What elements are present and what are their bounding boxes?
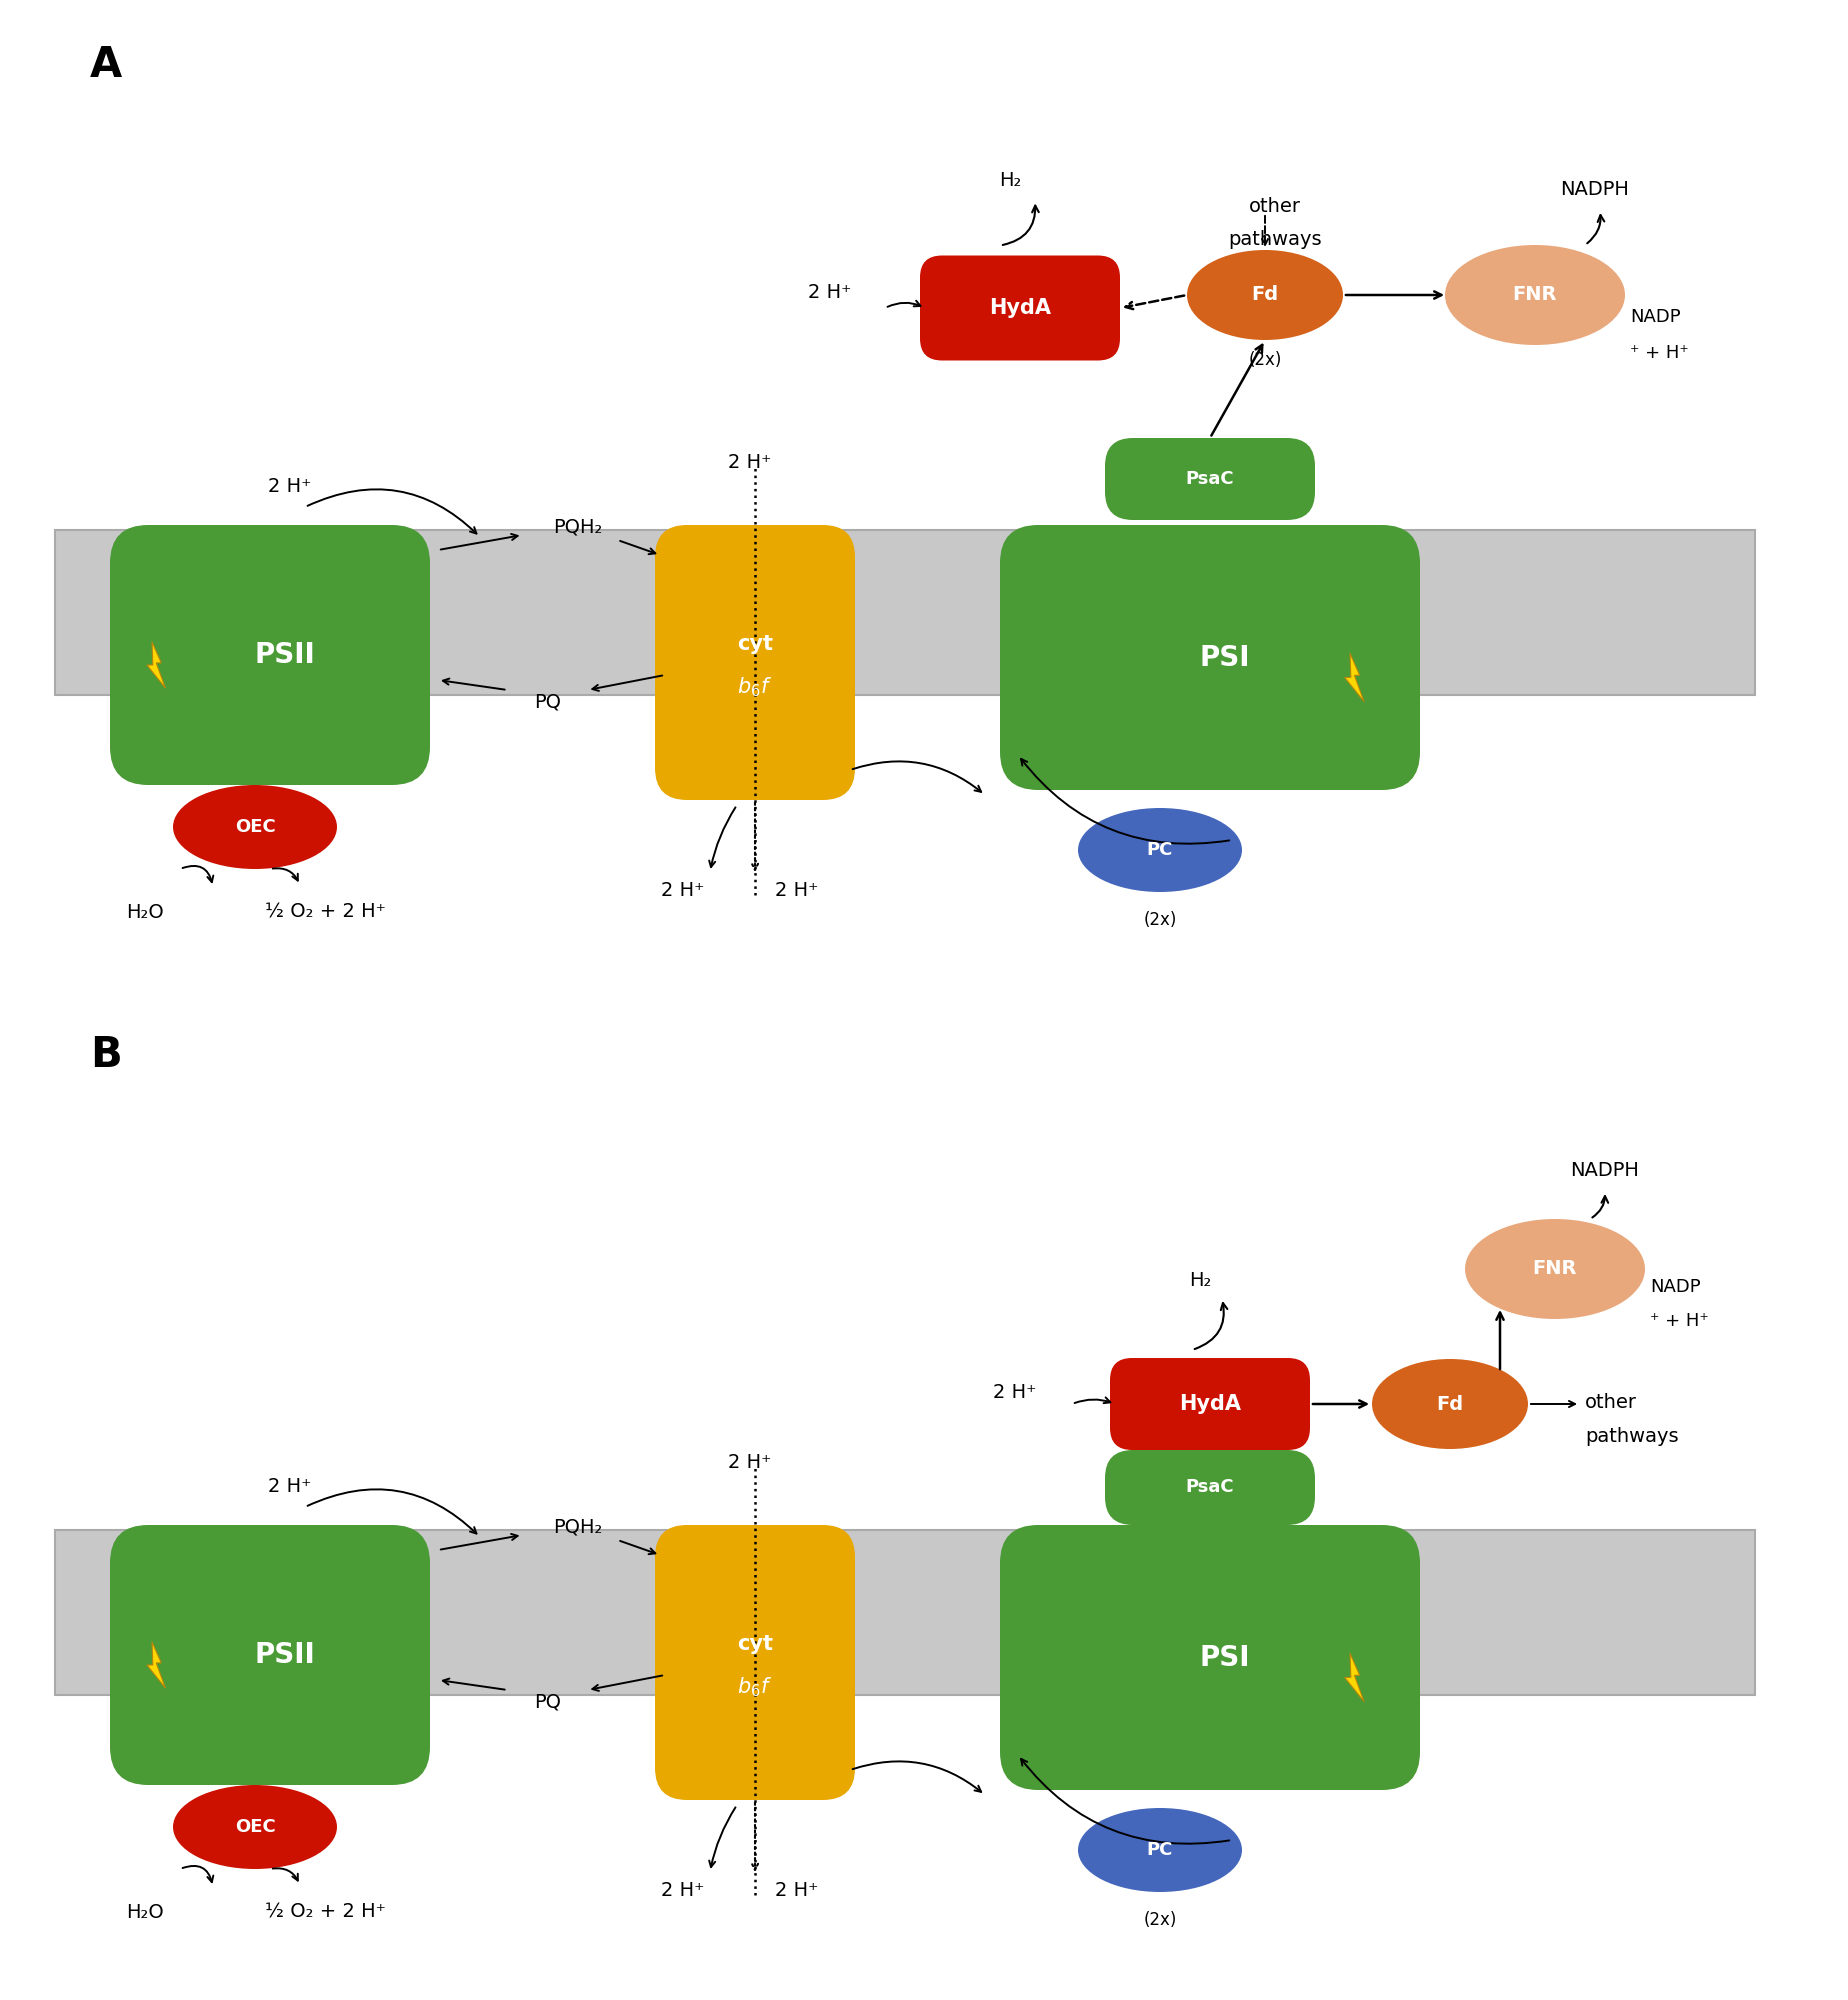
Text: Fd: Fd	[1251, 286, 1279, 304]
Polygon shape	[148, 642, 166, 688]
Text: (2x): (2x)	[1247, 350, 1283, 368]
Ellipse shape	[174, 1784, 336, 1868]
Text: ½ O₂ + 2 H⁺: ½ O₂ + 2 H⁺	[264, 1902, 386, 1922]
Text: ½ O₂ + 2 H⁺: ½ O₂ + 2 H⁺	[264, 902, 386, 922]
Text: 2 H⁺: 2 H⁺	[268, 1478, 312, 1496]
Text: 2 H⁺: 2 H⁺	[662, 1880, 704, 1900]
FancyBboxPatch shape	[654, 1524, 856, 1800]
Text: PC: PC	[1148, 1840, 1173, 1860]
Ellipse shape	[1445, 244, 1624, 344]
Text: HydA: HydA	[989, 298, 1052, 318]
Text: A: A	[91, 44, 122, 86]
FancyBboxPatch shape	[111, 1524, 431, 1784]
Ellipse shape	[174, 784, 336, 868]
Text: PSI: PSI	[1199, 644, 1251, 672]
Ellipse shape	[1465, 1218, 1645, 1320]
Text: 2 H⁺: 2 H⁺	[728, 1454, 772, 1472]
Text: 2 H⁺: 2 H⁺	[776, 1880, 819, 1900]
Text: 2 H⁺: 2 H⁺	[808, 284, 852, 302]
Text: PSI: PSI	[1199, 1644, 1251, 1672]
Text: 2 H⁺: 2 H⁺	[268, 478, 312, 496]
Text: NADPH: NADPH	[1571, 1162, 1639, 1180]
Text: PQ: PQ	[534, 1692, 562, 1712]
Text: H₂O: H₂O	[126, 1902, 164, 1922]
Text: 2 H⁺: 2 H⁺	[776, 880, 819, 900]
Text: ⁺ + H⁺: ⁺ + H⁺	[1630, 344, 1689, 362]
Text: NADP: NADP	[1630, 308, 1680, 326]
Polygon shape	[1345, 654, 1364, 702]
Text: pathways: pathways	[1229, 230, 1321, 250]
Text: FNR: FNR	[1514, 286, 1558, 304]
Ellipse shape	[1186, 250, 1343, 340]
Text: Fd: Fd	[1436, 1394, 1464, 1414]
Ellipse shape	[1077, 808, 1242, 892]
Polygon shape	[148, 1642, 166, 1688]
Text: 2 H⁺: 2 H⁺	[994, 1382, 1037, 1402]
FancyBboxPatch shape	[55, 1530, 1756, 1696]
Text: (2x): (2x)	[1144, 1912, 1177, 1928]
Text: PsaC: PsaC	[1186, 470, 1234, 488]
FancyBboxPatch shape	[920, 256, 1120, 360]
FancyBboxPatch shape	[654, 524, 856, 800]
Text: PsaC: PsaC	[1186, 1478, 1234, 1496]
FancyBboxPatch shape	[1000, 1524, 1419, 1790]
FancyBboxPatch shape	[55, 530, 1756, 696]
Polygon shape	[1345, 1654, 1364, 1702]
Text: $b_6f$: $b_6f$	[737, 676, 772, 700]
Text: H₂: H₂	[998, 172, 1022, 190]
Text: ⁺ + H⁺: ⁺ + H⁺	[1650, 1312, 1709, 1330]
Text: 2 H⁺: 2 H⁺	[728, 454, 772, 472]
Text: B: B	[91, 1034, 122, 1076]
Text: other: other	[1249, 198, 1301, 216]
Text: PQH₂: PQH₂	[553, 1518, 602, 1536]
Ellipse shape	[1077, 1808, 1242, 1892]
FancyBboxPatch shape	[1111, 1358, 1310, 1450]
Text: OEC: OEC	[235, 1818, 275, 1836]
Text: cyt: cyt	[737, 634, 772, 654]
Text: cyt: cyt	[737, 1634, 772, 1654]
Text: 2 H⁺: 2 H⁺	[662, 880, 704, 900]
Text: FNR: FNR	[1532, 1260, 1576, 1278]
Text: PC: PC	[1148, 840, 1173, 860]
Text: $b_6f$: $b_6f$	[737, 1676, 772, 1700]
FancyBboxPatch shape	[1105, 1450, 1316, 1524]
Ellipse shape	[1371, 1360, 1528, 1448]
Text: OEC: OEC	[235, 818, 275, 836]
Text: PQH₂: PQH₂	[553, 518, 602, 536]
Text: H₂: H₂	[1188, 1270, 1210, 1290]
Text: NADP: NADP	[1650, 1278, 1700, 1296]
Text: H₂O: H₂O	[126, 902, 164, 922]
Text: PSII: PSII	[255, 640, 316, 668]
FancyBboxPatch shape	[111, 524, 431, 784]
FancyBboxPatch shape	[1105, 438, 1316, 520]
Text: other: other	[1586, 1392, 1637, 1412]
Text: PSII: PSII	[255, 1640, 316, 1668]
FancyBboxPatch shape	[1000, 524, 1419, 790]
Text: NADPH: NADPH	[1560, 180, 1630, 200]
Text: (2x): (2x)	[1144, 912, 1177, 928]
Text: pathways: pathways	[1586, 1426, 1678, 1446]
Text: HydA: HydA	[1179, 1394, 1242, 1414]
Text: PQ: PQ	[534, 692, 562, 712]
